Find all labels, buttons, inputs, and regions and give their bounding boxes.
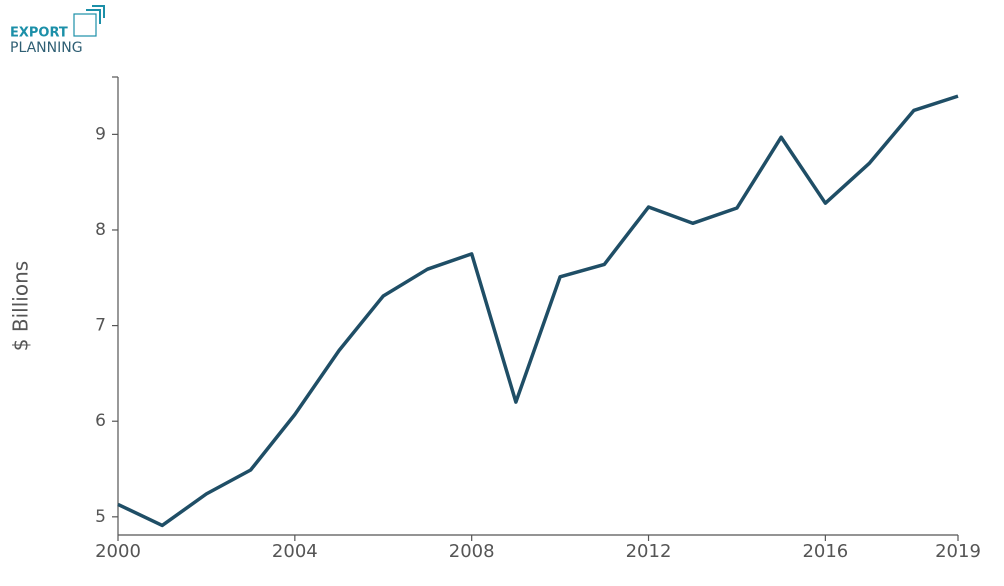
y-tick-label: 9: [95, 124, 106, 144]
x-tick-label: 2012: [626, 541, 672, 562]
y-axis-label: $ Billions: [9, 261, 33, 351]
x-tick-label: 2008: [449, 541, 495, 562]
y-tick-label: 5: [95, 507, 106, 527]
data-line: [117, 94, 959, 528]
x-tick-label: 2004: [272, 541, 318, 562]
y-tick-label: 6: [95, 411, 106, 431]
logo: EXPORT PLANNING: [10, 5, 105, 56]
logo-line2: PLANNING: [10, 40, 83, 56]
logo-line1: EXPORT: [10, 26, 68, 41]
logo-square: [73, 13, 97, 37]
logo-arrows: [86, 5, 105, 24]
y-tick-label: 8: [95, 220, 106, 240]
x-tick-label: 2000: [95, 541, 141, 562]
x-tick-label: 2019: [935, 541, 981, 562]
y-tick-label: 7: [95, 316, 106, 336]
x-tick-label: 2016: [802, 541, 848, 562]
